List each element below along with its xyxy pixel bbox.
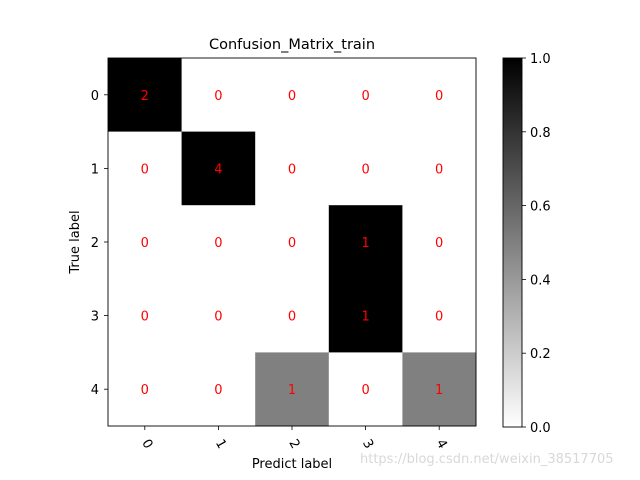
heatmap-cells bbox=[108, 58, 477, 427]
heatmap-cell bbox=[255, 352, 330, 427]
colorbar-tick-label: 1.0 bbox=[530, 52, 551, 67]
heatmap-cell bbox=[108, 278, 182, 353]
colorbar-tick-label: 0.8 bbox=[530, 126, 551, 141]
y-tick-label: 0 bbox=[91, 89, 99, 104]
x-axis-ticks: 0 1 2 3 4 bbox=[138, 426, 450, 452]
cell-value-label: 0 bbox=[288, 236, 296, 251]
cell-value-label: 0 bbox=[141, 383, 149, 398]
heatmap-cell bbox=[108, 131, 182, 206]
cell-value-label: 0 bbox=[214, 236, 222, 251]
heatmap-cell bbox=[181, 352, 256, 427]
cell-value-label: 0 bbox=[288, 89, 296, 104]
cell-value-label: 1 bbox=[435, 383, 443, 398]
heatmap-cell bbox=[181, 131, 256, 206]
heatmap-cell bbox=[181, 58, 256, 132]
heatmap-cell bbox=[255, 205, 330, 280]
cell-value-label: 0 bbox=[141, 236, 149, 251]
colorbar bbox=[502, 57, 523, 428]
cell-value-label: 0 bbox=[361, 383, 369, 398]
cell-value-label: 0 bbox=[435, 162, 443, 177]
y-tick-label: 4 bbox=[91, 383, 99, 398]
cell-value-label: 1 bbox=[361, 236, 369, 251]
x-axis-label: Predict label bbox=[252, 457, 332, 472]
cell-value-label: 0 bbox=[141, 310, 149, 325]
watermark: https://blog.csdn.net/weixin_38517705 bbox=[360, 452, 614, 467]
chart-title: Confusion_Matrix_train bbox=[209, 37, 375, 53]
colorbar-tick-label: 0.4 bbox=[530, 273, 551, 288]
y-axis-label: True label bbox=[68, 210, 83, 274]
cell-value-label: 0 bbox=[141, 162, 149, 177]
cell-value-label: 1 bbox=[361, 310, 369, 325]
x-tick-label: 4 bbox=[433, 437, 450, 452]
heatmap-cell bbox=[108, 58, 182, 132]
cell-value-label: 2 bbox=[141, 89, 149, 104]
heatmap-cell bbox=[181, 278, 256, 353]
y-tick-label: 3 bbox=[91, 310, 99, 325]
y-tick-label: 1 bbox=[91, 162, 99, 177]
cell-value-label: 0 bbox=[435, 310, 443, 325]
cell-value-label: 0 bbox=[288, 310, 296, 325]
x-tick-label: 3 bbox=[359, 437, 376, 452]
cell-value-label: 0 bbox=[435, 89, 443, 104]
heatmap-cell bbox=[181, 205, 256, 280]
colorbar-tick-label: 0.0 bbox=[530, 421, 551, 436]
colorbar-tick-label: 0.2 bbox=[530, 347, 551, 362]
heatmap-cell bbox=[255, 58, 330, 132]
cell-value-label: 1 bbox=[288, 383, 296, 398]
x-tick-label: 0 bbox=[138, 437, 155, 452]
heatmap-cell bbox=[402, 278, 477, 353]
cell-value-label: 0 bbox=[361, 162, 369, 177]
cell-value-label: 0 bbox=[361, 89, 369, 104]
heatmap-cell bbox=[328, 352, 403, 427]
cell-value-labels: 2 0 0 0 0 0 4 0 0 0 0 0 0 1 0 0 0 0 1 0 0 0 1 0 1 bbox=[141, 89, 444, 398]
heatmap-cell bbox=[402, 58, 477, 132]
colorbar-tick-label: 0.6 bbox=[530, 200, 551, 215]
heatmap-cell bbox=[402, 205, 477, 280]
heatmap-cell bbox=[255, 131, 330, 206]
heatmap-cell bbox=[328, 131, 403, 206]
cell-value-label: 0 bbox=[214, 89, 222, 104]
x-tick-label: 2 bbox=[285, 437, 302, 452]
heatmap-cell bbox=[108, 205, 182, 280]
heatmap-cell bbox=[328, 278, 403, 353]
cell-value-label: 4 bbox=[214, 162, 222, 177]
heatmap-cell bbox=[328, 58, 403, 132]
cell-value-label: 0 bbox=[288, 162, 296, 177]
heatmap-cell bbox=[402, 131, 477, 206]
colorbar-ticks: 0.0 0.2 0.4 0.6 0.8 1.0 bbox=[522, 52, 551, 436]
heatmap-cell bbox=[108, 352, 182, 427]
cell-value-label: 0 bbox=[435, 236, 443, 251]
heatmap-cell bbox=[328, 205, 403, 280]
y-axis-ticks: 0 1 2 3 4 bbox=[91, 89, 108, 398]
cell-value-label: 0 bbox=[214, 310, 222, 325]
cell-value-label: 0 bbox=[214, 383, 222, 398]
y-tick-label: 2 bbox=[91, 236, 99, 251]
x-tick-label: 1 bbox=[212, 437, 229, 452]
heatmap-cell bbox=[255, 278, 330, 353]
heatmap-cell bbox=[402, 352, 477, 427]
